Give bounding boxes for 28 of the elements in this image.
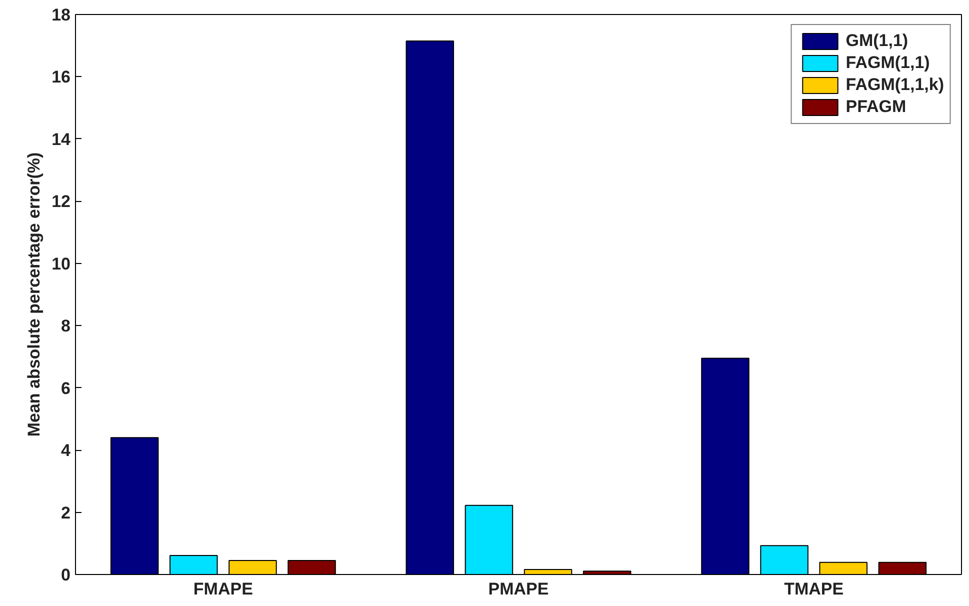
y-tick-label: 14 [52, 130, 72, 149]
legend-label: FAGM(1,1) [846, 53, 930, 73]
y-axis-title: Mean absolute percentage error(%) [24, 152, 44, 437]
bar [701, 358, 750, 574]
x-tick-label: FMAPE [193, 580, 253, 598]
bar [406, 40, 454, 574]
bar [819, 562, 868, 574]
y-tick-label: 10 [52, 254, 71, 274]
y-tick-label: 16 [52, 68, 71, 87]
bar [228, 560, 277, 574]
x-tick-label: TMAPE [784, 580, 844, 598]
x-tick-label: PMAPE [488, 580, 549, 598]
y-tick-label: 2 [61, 503, 71, 522]
bar [464, 504, 514, 574]
bar [288, 560, 336, 574]
bar [170, 555, 218, 574]
legend-label: PFAGM [846, 97, 906, 117]
bar [110, 437, 159, 574]
y-tick-label: 6 [61, 378, 71, 398]
y-tick-label: 8 [61, 316, 71, 336]
bar [760, 545, 808, 574]
bar [878, 562, 927, 574]
y-tick-label: 4 [61, 441, 72, 460]
legend-label: FAGM(1,1,k) [846, 75, 944, 95]
y-tick-label: 12 [52, 192, 71, 212]
y-tick-label: 18 [52, 6, 71, 24]
legend-label: GM(1,1) [846, 31, 908, 51]
y-tick-label: 0 [61, 566, 71, 584]
